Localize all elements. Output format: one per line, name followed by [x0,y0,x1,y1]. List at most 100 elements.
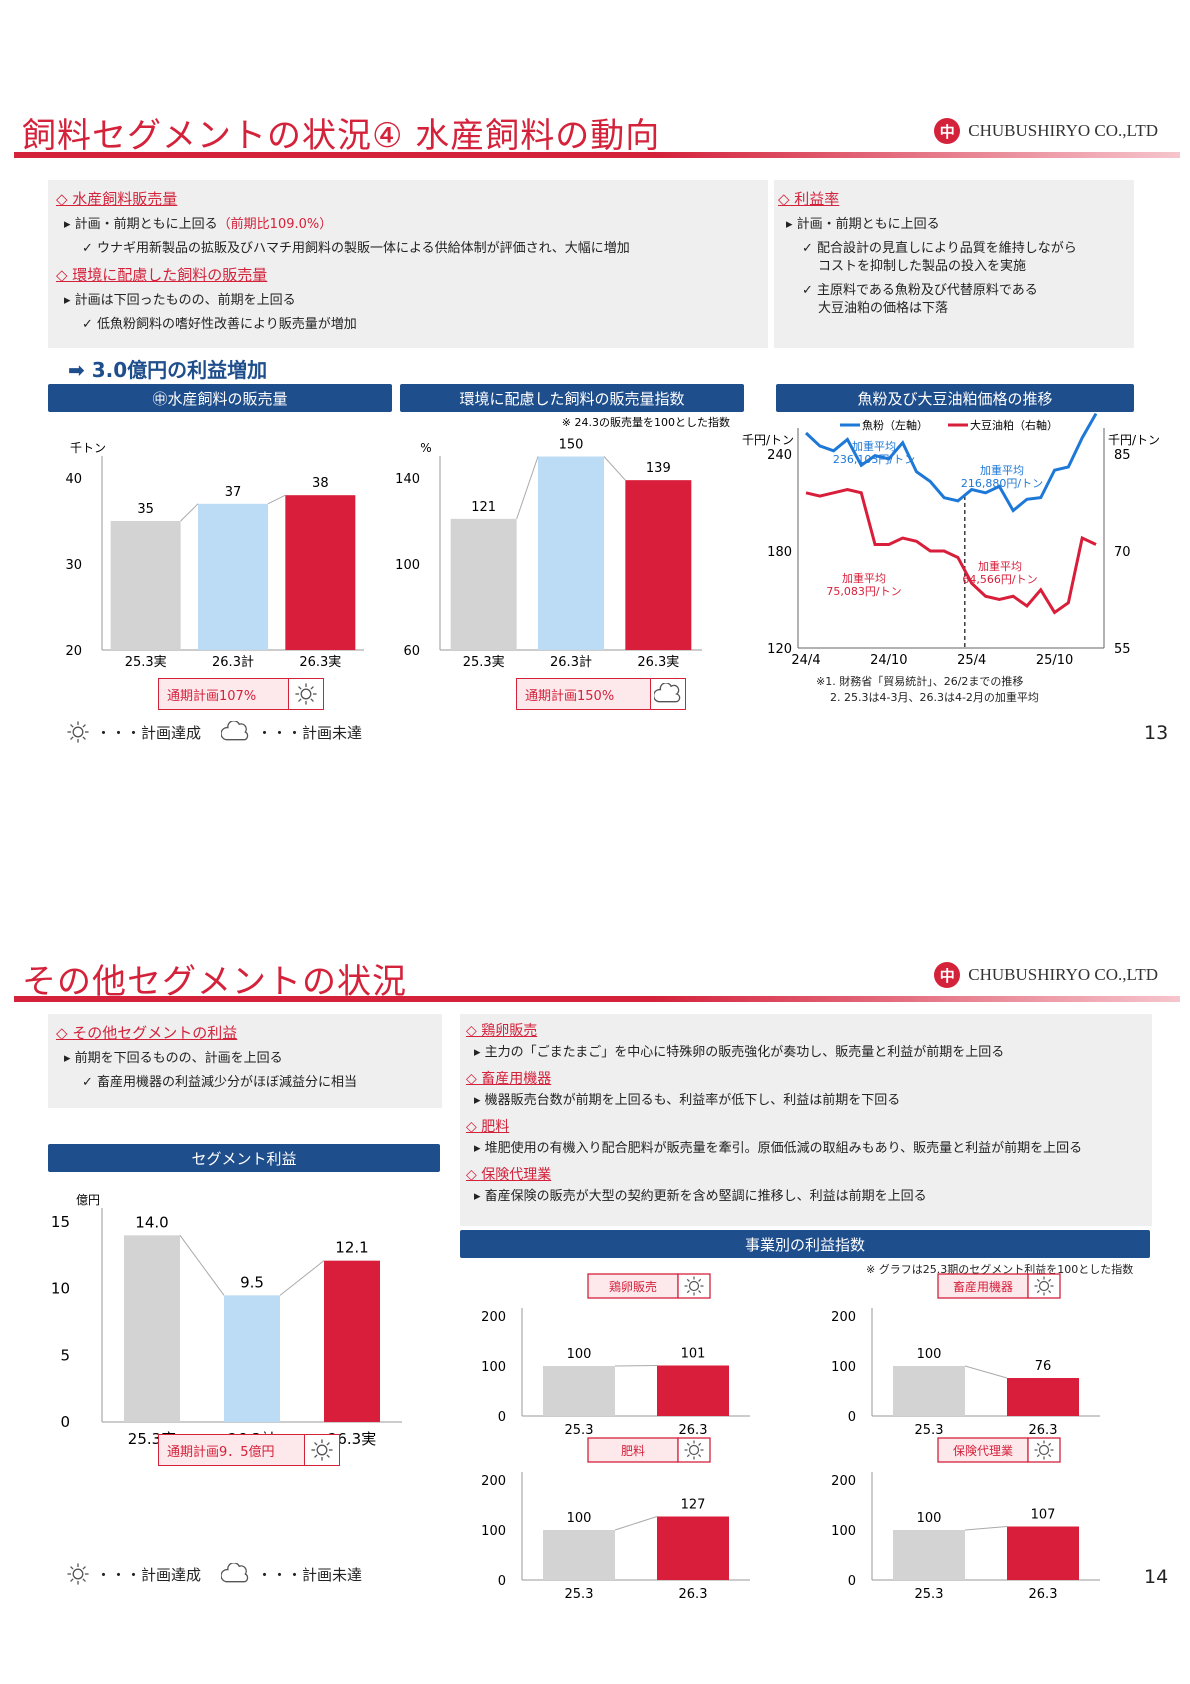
bullet: ▸ 前期を下回るものの、計画を上回る [64,1051,283,1066]
legend-missed: ・・・計画未達 [257,723,363,742]
chart-title-box: 肥料 [587,1437,711,1463]
sun-ray [314,1442,318,1446]
sun-icon [304,1435,339,1465]
sun-ray [1036,1454,1040,1458]
cloud-icon [221,1563,249,1583]
x-tick-label: 25.3 [565,1423,594,1438]
sun-ray [298,698,302,702]
sun-ray [698,1278,702,1282]
heading-eco-feed: ◇ 環境に配慮した飼料の販売量 [56,266,268,284]
chart-title: 保険代理業 [953,1444,1013,1458]
x-tick-label: 25.3 [565,1587,594,1602]
bar [657,1365,729,1416]
sun-core [72,1568,84,1580]
x-tick-label: 25.3 [915,1423,944,1438]
left-panel [48,180,768,348]
x-tick-label: 26.3 [679,1423,708,1438]
data-label: 38 [312,476,329,491]
sun-icon [67,721,89,743]
sub-bullet-cont: コストを抑制した製品の投入を実施 [818,259,1027,274]
annotation: 加重平均 [978,559,1022,573]
y-tick-label: 180 [767,545,792,560]
y-tick-label: 10 [51,1280,70,1298]
sun-ray [1048,1454,1052,1458]
y-tick-label: 0 [848,1410,856,1425]
sun-ray [1036,1442,1040,1446]
sub-bullet: ✓ 低魚粉飼料の嗜好性改善により販売量が増加 [82,317,357,332]
bullet: ▸ 計画・前期ともに上回る（前期比109.0%） [64,217,333,232]
chart-note: ※ 24.3の販売量を100とした指数 [562,415,730,429]
annotation: 75,083円/トン [826,585,901,598]
sun-ray [686,1454,690,1458]
plan-box: 通期計画150% [516,678,686,710]
connector-line [964,1526,1008,1531]
bar [124,1235,180,1422]
data-label: 100 [567,1347,592,1362]
y-tick-label: 200 [831,1310,856,1325]
sub-bullet: ✓ ウナギ用新製品の拡販及びハマチ用飼料の製販一体による供給体制が評価され、大幅… [82,241,630,256]
data-label: 107 [1031,1508,1056,1523]
y-tick-label: 140 [395,472,420,487]
company-logo: 中 CHUBUSHIRYO CO.,LTD [934,118,1158,144]
y-tick-label: 60 [403,644,420,659]
y-tick-label: 40 [65,472,82,487]
y-tick-label: 20 [65,644,82,659]
y-tick-label: 100 [481,1360,506,1375]
sub-bullet: ✓ 主原料である魚粉及び代替原料である [802,283,1038,298]
chart-title: 畜産用機器 [953,1279,1013,1294]
connector-line [603,456,626,481]
legend: ・・・計画達成 ・・・計画未達 [66,1562,362,1586]
sun-ray [698,1290,702,1294]
bar [450,518,517,650]
sun-icon [688,1280,700,1292]
data-label: 139 [646,461,671,476]
data-label: 9.5 [240,1273,264,1291]
company-logo: 中 CHUBUSHIRYO CO.,LTD [934,962,1158,988]
connector-line [279,1260,325,1296]
cloud-shape [654,683,681,703]
aquafeed-volume-chart: 千トン 20 30 40 35 25.3実 37 26.3計 38 26.3実 [65,441,364,670]
bar [625,480,692,650]
y-tick-label: 0 [848,1574,856,1589]
data-label: 100 [917,1511,942,1526]
page-title: 飼料セグメントの状況④ 水産飼料の動向 [22,116,661,156]
legend-achieved: ・・・計画達成 [96,723,202,742]
heading-fertilizer: ◇ 肥料 [466,1119,510,1135]
data-label: 121 [471,500,496,515]
y-tick-label: 100 [395,558,420,573]
x-tick-label: 26.3計 [550,654,592,670]
chart-header: セグメント利益 [48,1144,440,1172]
data-label: 35 [137,502,154,517]
y-tick-label: 100 [831,1360,856,1375]
y-tick-label: 200 [481,1310,506,1325]
tag-box [587,1273,679,1299]
sun-ray [326,1442,330,1446]
y-axis-unit: 億円 [76,1193,100,1207]
y-axis-unit-right: 千円/トン [1108,433,1160,447]
logo-mark-icon: 中 [934,962,961,988]
sun-ray [326,1454,330,1458]
x-tick-label: 24/4 [791,653,820,668]
sun-ray [698,1442,702,1446]
sun-ray [82,1578,86,1582]
y-tick-label: 100 [831,1524,856,1539]
sun-core [300,688,312,700]
y-tick-label: 5 [60,1346,70,1364]
bar [1007,1526,1079,1580]
source-note: 2. 25.3は4-3月、26.3は4-2月の加重平均 [830,691,1039,704]
sun-ray [1036,1278,1040,1282]
bar [324,1260,380,1422]
connector-line [180,503,199,522]
connector-line [267,494,286,505]
x-tick-label: 25.3実 [463,654,505,670]
sun-ray [70,736,74,740]
sub-bullet: ✓ 配合設計の見直しにより品質を維持しながら [802,241,1077,256]
sub-bullet: ✓ 畜産用機器の利益減少分がほぼ減益分に相当 [82,1075,358,1090]
source-note: ※1. 財務省「貿易統計」、26/2までの推移 [816,675,1024,688]
sub-bullet-cont: 大豆油粕の価格は下落 [818,301,949,316]
y-tick-label: 0 [498,1574,506,1589]
legend-label: 魚粉（左軸） [862,418,928,432]
logo-text: CHUBUSHIRYO CO.,LTD [968,965,1158,984]
equipment-index-chart: 0 100 200 100 25.3 76 26.3 畜産用機器 [831,1273,1100,1438]
